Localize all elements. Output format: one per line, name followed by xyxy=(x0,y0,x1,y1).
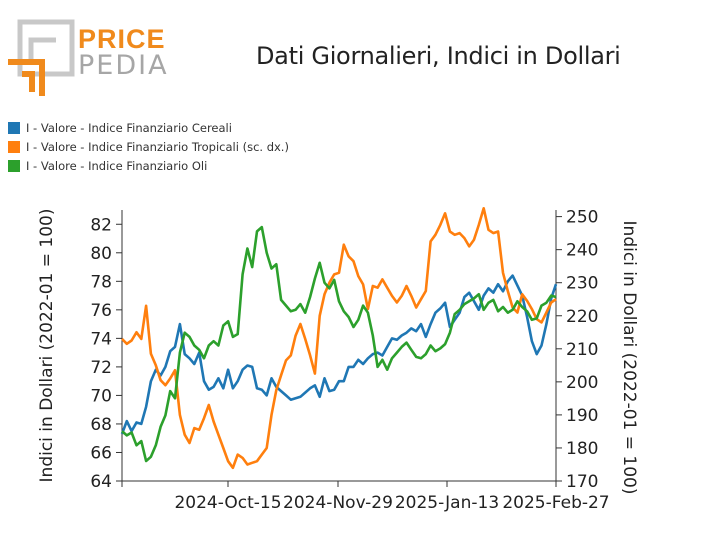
y-right-tick-label: 180 xyxy=(566,439,598,459)
logo-mark-orange-inner xyxy=(22,71,35,92)
y-left-tick-label: 66 xyxy=(90,443,112,463)
y-left-tick-label: 70 xyxy=(90,386,112,406)
brand-name-bottom: PEDIA xyxy=(78,50,169,81)
y-left-tick-label: 68 xyxy=(90,415,112,435)
logo-mark-gray-inner xyxy=(28,37,56,62)
legend-item-oli[interactable]: I - Valore - Indice Finanziario Oli xyxy=(8,156,289,175)
x-tick-label: 2025-Feb-27 xyxy=(502,493,609,513)
y-left-tick-label: 72 xyxy=(90,358,112,378)
y-left-tick-label: 64 xyxy=(90,472,112,492)
y-right-tick-label: 190 xyxy=(566,406,598,426)
legend-label-oli: I - Valore - Indice Finanziario Oli xyxy=(26,158,208,173)
x-tick-label: 2024-Oct-15 xyxy=(174,493,281,513)
y-axis-right-title: Indici in Dollari (2022-01 = 100) xyxy=(619,221,639,495)
x-tick-label: 2024-Nov-29 xyxy=(283,493,393,513)
brand-name-top: PRICE xyxy=(78,24,166,54)
chart-legend: I - Valore - Indice Finanziario Cereali … xyxy=(8,118,289,175)
series-line-oli xyxy=(121,225,557,463)
y-right-tick-label: 210 xyxy=(566,340,598,360)
y-left-tick-label: 74 xyxy=(90,329,112,349)
legend-swatch-cereali xyxy=(8,121,20,134)
legend-item-cereali[interactable]: I - Valore - Indice Finanziario Cereali xyxy=(8,118,289,137)
series-line-cereali xyxy=(120,274,558,435)
y-right-tick-label: 220 xyxy=(566,307,598,327)
y-left-tick-label: 82 xyxy=(90,215,112,235)
x-tick-label: 2025-Jan-13 xyxy=(395,493,499,513)
y-right-tick-label: 170 xyxy=(566,472,598,492)
logo-mark-orange-outer xyxy=(8,59,45,96)
y-right-tick-label: 250 xyxy=(566,208,598,228)
y-left-tick-label: 78 xyxy=(90,272,112,292)
legend-label-cereali: I - Valore - Indice Finanziario Cereali xyxy=(26,120,232,135)
y-left-tick-label: 76 xyxy=(90,301,112,321)
series-line-tropicali xyxy=(121,207,557,470)
y-right-tick-label: 230 xyxy=(566,274,598,294)
legend-swatch-oli xyxy=(8,159,20,172)
y-left-tick-label: 80 xyxy=(90,244,112,264)
logo-mark-gray-outer xyxy=(17,19,75,77)
y-axis-left-title: Indici in Dollari (2022-01 = 100) xyxy=(37,209,57,483)
pricepedia-logo xyxy=(8,19,75,96)
y-right-tick-label: 200 xyxy=(566,373,598,393)
y-right-tick-label: 240 xyxy=(566,241,598,261)
chart-title: Dati Giornalieri, Indici in Dollari xyxy=(256,42,621,70)
legend-label-tropicali: I - Valore - Indice Finanziario Tropical… xyxy=(26,139,289,154)
legend-swatch-tropicali xyxy=(8,140,20,153)
legend-item-tropicali[interactable]: I - Valore - Indice Finanziario Tropical… xyxy=(8,137,289,156)
